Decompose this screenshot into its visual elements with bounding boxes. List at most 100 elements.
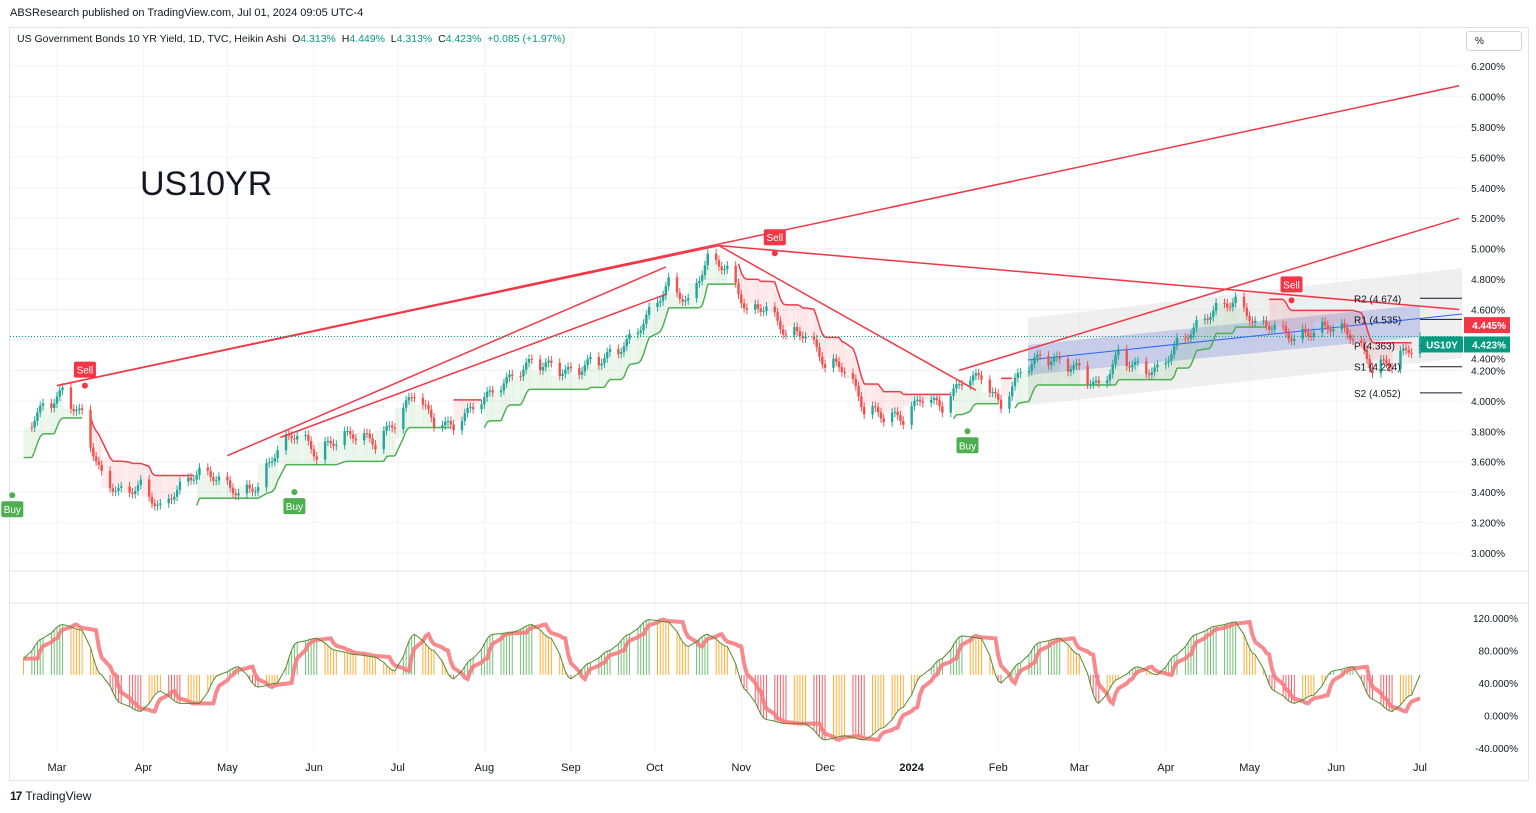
supertrend-fill <box>62 408 72 418</box>
supertrend-fill <box>57 390 61 421</box>
supertrend-line <box>796 304 801 307</box>
candle-body <box>1153 367 1156 373</box>
supertrend-fill <box>744 279 748 310</box>
candle-body <box>1388 363 1391 368</box>
candle-body <box>837 361 841 368</box>
candle-body <box>1170 354 1173 361</box>
candle-body <box>209 470 212 478</box>
supertrend-fill <box>218 480 228 499</box>
supertrend-fill <box>738 272 742 304</box>
supertrend-fill <box>121 462 131 493</box>
candle-body <box>639 330 642 333</box>
time-axis-tick: May <box>1239 762 1260 774</box>
supertrend-fill <box>1341 310 1346 328</box>
trendline <box>958 217 1460 372</box>
symbol-watermark-text: US10YR <box>140 165 273 203</box>
supertrend-fill <box>199 470 209 499</box>
supertrend-fill <box>1235 307 1245 328</box>
candle-body <box>678 292 682 300</box>
supertrend-fill <box>531 370 541 390</box>
candle-body <box>1145 361 1148 374</box>
supertrend-fill <box>785 304 795 328</box>
supertrend-fill <box>844 348 854 379</box>
supertrend-line <box>383 456 388 462</box>
candle-body <box>636 332 640 334</box>
supertrend-fill <box>523 362 527 394</box>
supertrend-line <box>1034 384 1038 389</box>
supertrend-line <box>1196 348 1206 352</box>
candle-body <box>695 283 698 299</box>
candle-body <box>231 487 235 494</box>
percent-scale-button[interactable]: % <box>1466 31 1522 51</box>
supertrend-fill <box>783 304 787 336</box>
candle-body <box>971 375 975 381</box>
supertrend-fill <box>942 394 952 397</box>
candle-body <box>586 359 589 366</box>
candle-body <box>1245 307 1249 316</box>
supertrend-fill <box>1188 334 1192 366</box>
supertrend-fill <box>568 368 572 390</box>
candle-body <box>1265 320 1268 327</box>
supertrend-fill <box>1171 345 1175 377</box>
supertrend-fill <box>1216 303 1225 334</box>
supertrend-line <box>500 413 505 422</box>
candle-body <box>446 420 450 422</box>
candle-body <box>801 336 804 339</box>
supertrend-fill <box>936 394 941 407</box>
supertrend-fill <box>274 450 279 481</box>
supertrend-fill <box>1285 308 1290 339</box>
supertrend-fill <box>207 477 212 499</box>
candle-body <box>1371 367 1374 374</box>
candle-body <box>1173 345 1176 355</box>
candle-body <box>659 301 662 303</box>
candle-body <box>502 383 506 391</box>
candle-body <box>290 435 293 439</box>
signal-dot <box>964 428 971 435</box>
candle-body <box>1011 386 1014 397</box>
candle-body <box>1287 332 1290 339</box>
candle-body <box>1351 339 1355 341</box>
supertrend-fill <box>565 366 569 390</box>
supertrend-fill <box>23 427 33 458</box>
time-axis-tick: Apr <box>1157 762 1174 774</box>
candle-body <box>1309 336 1313 338</box>
candle-body <box>365 433 369 435</box>
candle-body <box>765 306 768 312</box>
candle-body <box>80 408 84 411</box>
supertrend-line <box>1187 364 1192 369</box>
candle-body <box>441 425 444 428</box>
supertrend-line <box>56 420 61 428</box>
candle-body <box>871 406 874 415</box>
supertrend-fill <box>892 391 896 412</box>
candle-body <box>167 498 170 504</box>
supertrend-fill <box>797 305 801 337</box>
candle-body <box>432 417 436 428</box>
supertrend-line <box>857 365 863 377</box>
supertrend-line <box>740 272 745 279</box>
price-axis-tick: 5.800% <box>1471 123 1505 134</box>
candle-body <box>974 373 978 376</box>
supertrend-fill <box>989 391 994 404</box>
candle-body <box>371 438 374 445</box>
supertrend-line <box>648 332 658 339</box>
supertrend-fill <box>313 459 318 465</box>
supertrend-fill <box>903 394 913 407</box>
supertrend-fill <box>1232 296 1237 328</box>
candle-body <box>781 329 785 335</box>
supertrend-fill <box>174 475 178 490</box>
trendline <box>227 266 667 457</box>
candle-body <box>519 375 522 377</box>
supertrend-fill <box>375 430 385 462</box>
supertrend-line <box>701 295 706 306</box>
buy-signal-badge <box>283 498 306 515</box>
candle-body <box>354 438 358 441</box>
candle-body <box>1108 373 1112 381</box>
candle-body <box>1234 296 1237 303</box>
supertrend-fill <box>1129 365 1133 380</box>
candle-body <box>1267 326 1271 330</box>
supertrend-fill <box>688 283 698 308</box>
candle-body <box>773 306 777 313</box>
supertrend-fill <box>623 339 628 370</box>
candle-body <box>33 420 36 428</box>
